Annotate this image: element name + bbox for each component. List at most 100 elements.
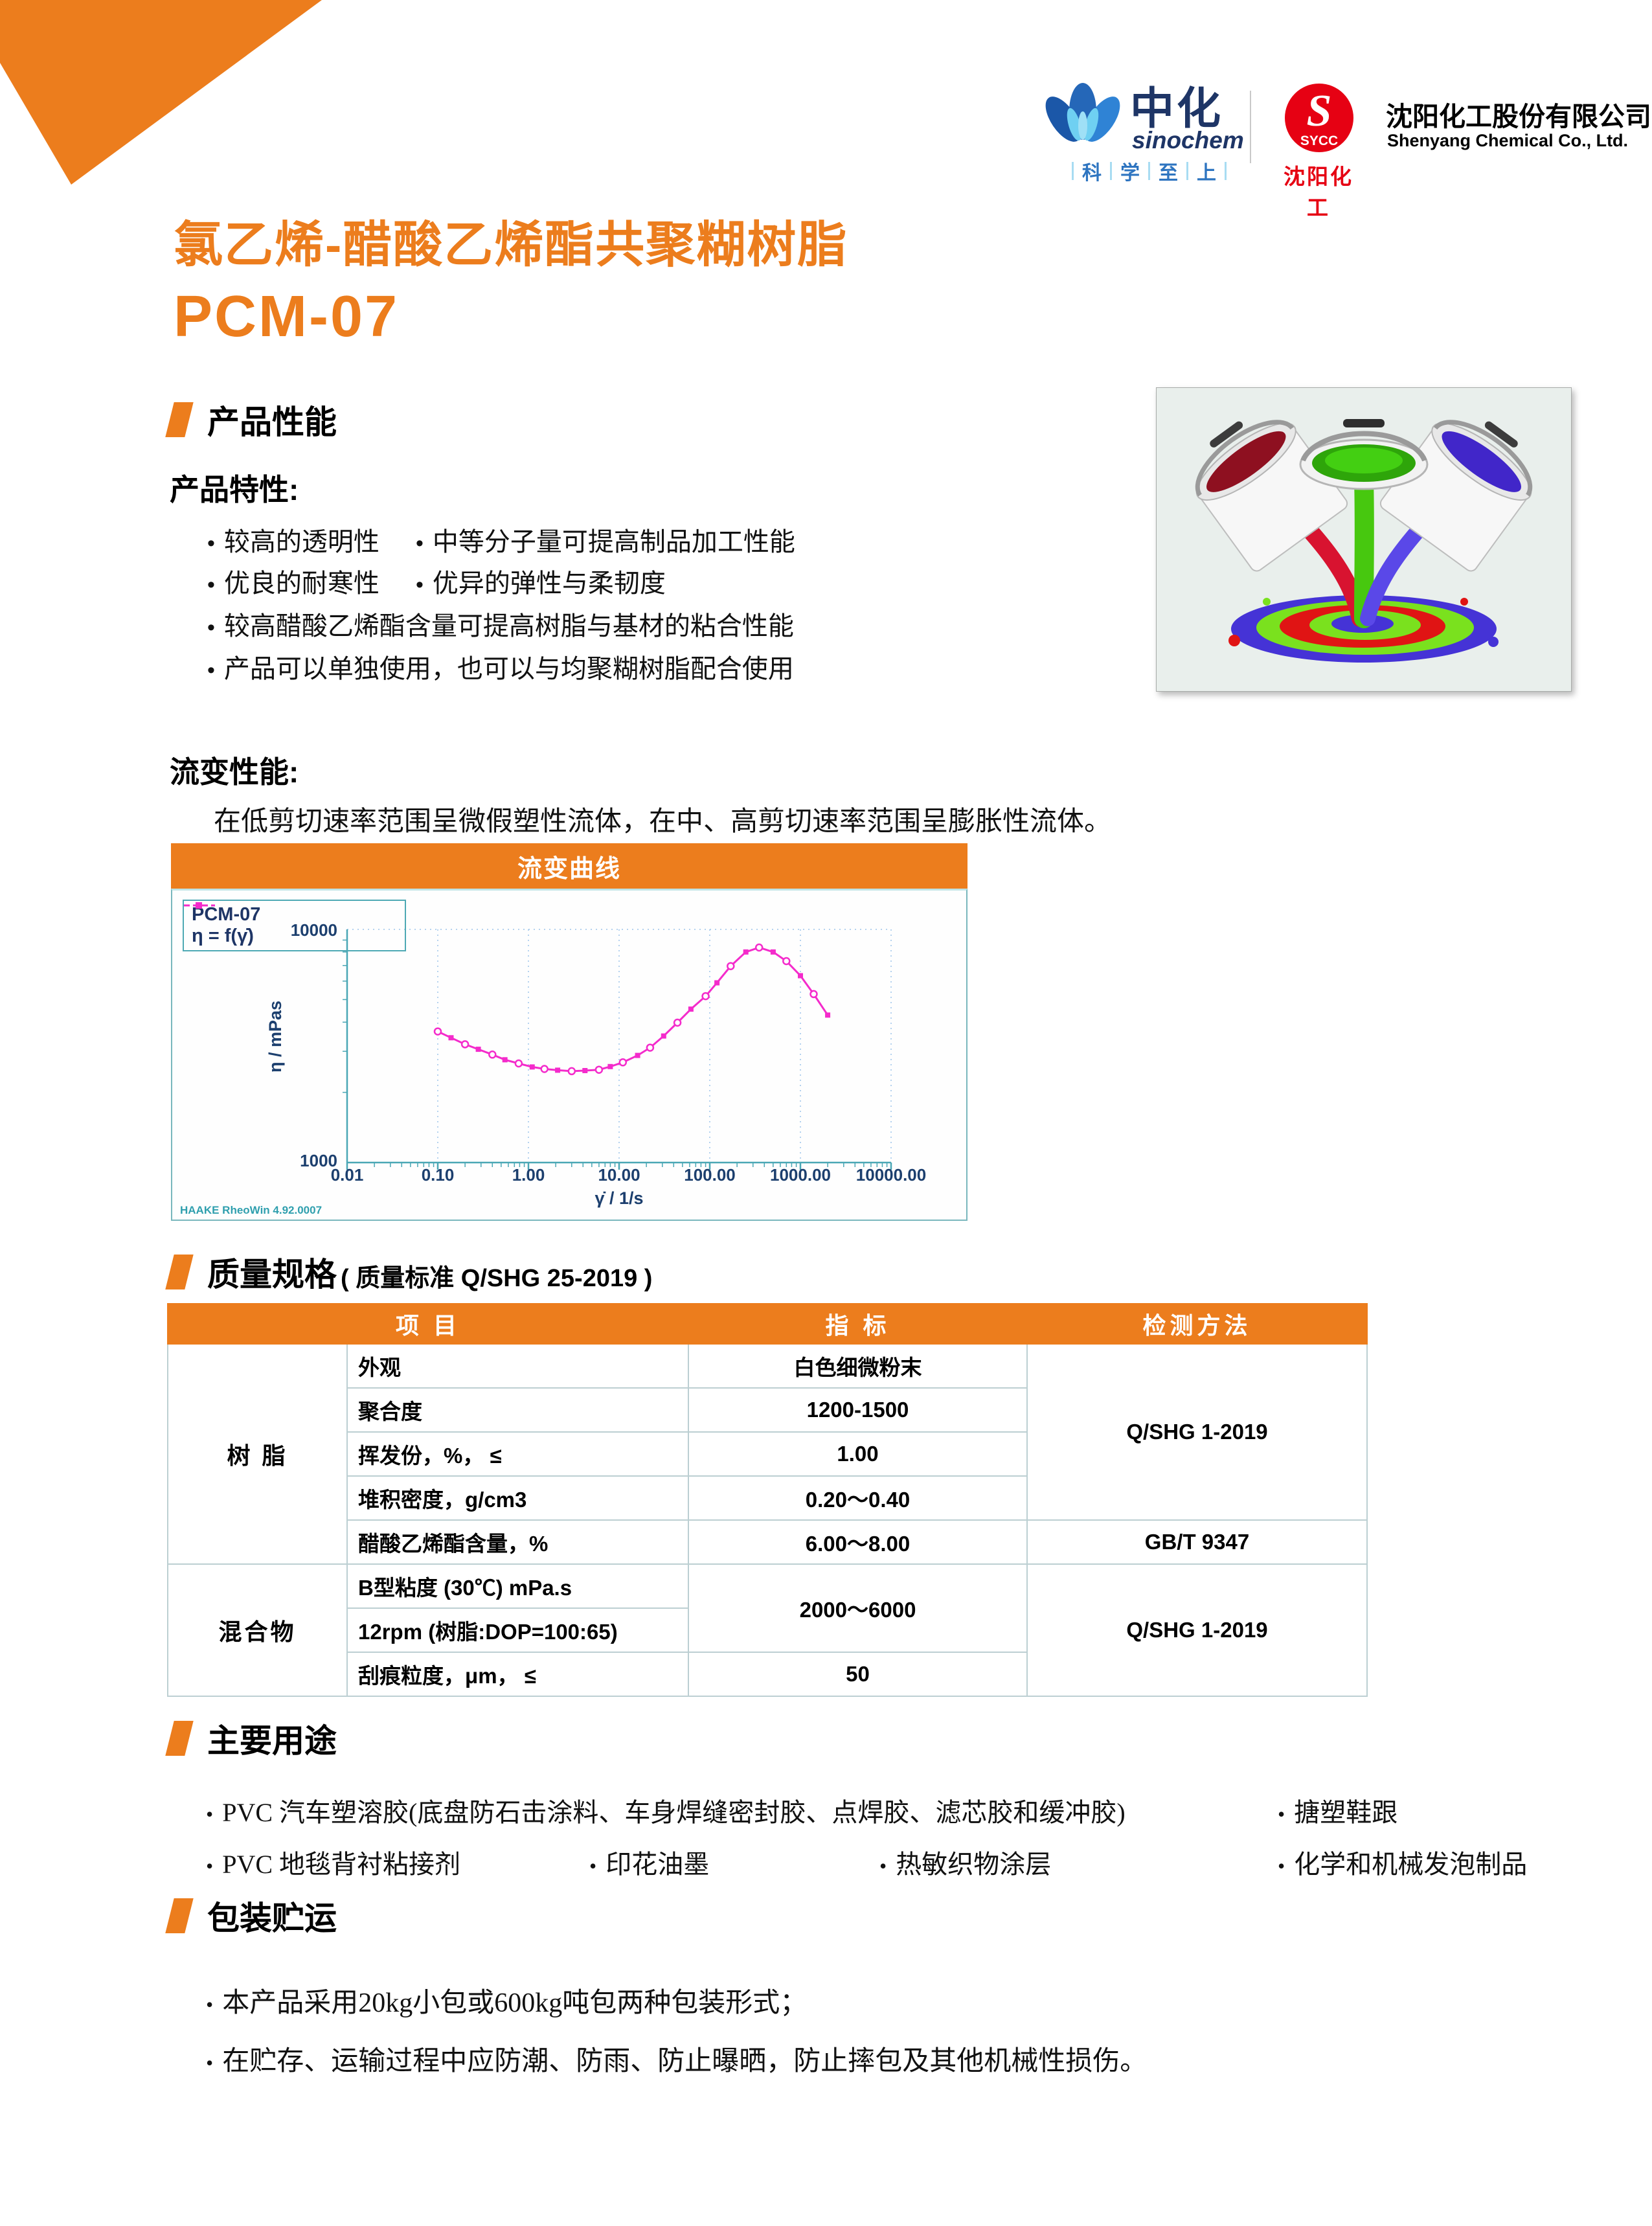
section-packaging: 包装贮运 (165, 1892, 337, 1939)
feature-item: 优异的弹性与柔韧度 (416, 562, 666, 600)
table-row: 醋酸乙烯酯含量，% 6.00～8.00 GB/T 9347 (168, 1519, 1368, 1565)
sycc-label-cn: 沈阳化工 (1284, 166, 1353, 220)
table-row: 挥发份，%， ≤ 1.00 (168, 1431, 1367, 1477)
sinochem-wordmark-cn: 中化 (1130, 84, 1224, 133)
paint-cans-illustration (1156, 387, 1572, 692)
section-quality-title: 质量规格 (207, 1256, 337, 1293)
tagline-char: 至 (1159, 163, 1178, 184)
legend-equation-row: η = f(γ̇) (184, 902, 397, 947)
spec-value: 1200-1500 (688, 1387, 1028, 1433)
section-quality: 质量规格 ( 质量标准 Q/SHG 25-2019 ) (165, 1249, 653, 1295)
spec-item: 堆积密度，g/cm3 (346, 1475, 690, 1521)
spec-item: 醋酸乙烯酯含量，% (346, 1519, 690, 1565)
use-item: PVC 汽车塑溶胶(底盘防石击涂料、车身焊缝密封胶、点焊胶、滤芯胶和缓冲胶) (206, 1791, 1125, 1829)
section-uses-title: 主要用途 (207, 1723, 337, 1759)
spec-item: 12rpm (树脂:DOP=100:65) (346, 1607, 690, 1653)
feature-item: 较高醋酸乙烯酯含量可提高树脂与基材的粘合性能 (207, 605, 794, 642)
sycc-logo-icon: S SYCC (1285, 84, 1353, 152)
legend-series-label: PCM-07 (192, 904, 261, 925)
section-marker (165, 1255, 194, 1289)
table-row: 树 脂 外观 白色细微粉末 Q/SHG 1-2019 (167, 1343, 1368, 1565)
sinochem-wordmark-en: sinochem (1132, 127, 1244, 153)
section-marker (165, 1721, 194, 1756)
chart-legend: PCM-07 η = f(γ̇) (183, 900, 406, 951)
chart-title-banner: 流变曲线 (171, 843, 967, 889)
tagline-char: 上 (1197, 163, 1216, 184)
packaging-item: 本产品采用20kg小包或600kg吨包两种包装形式； (206, 1981, 807, 2020)
rheology-heading: 流变性能: (170, 755, 299, 789)
section-marker (165, 1898, 194, 1933)
x-tick: 0.10 (421, 1165, 455, 1185)
spec-method: Q/SHG 1-2019 (1026, 1343, 1368, 1521)
company-name-cn: 沈阳化工股份有限公司 (1386, 102, 1651, 131)
feature-item: 产品可以单独使用，也可以与均聚糊树脂配合使用 (207, 648, 794, 685)
y-tick-10000: 10000 (290, 920, 337, 940)
spec-value: 0.20～0.40 (688, 1475, 1028, 1521)
section-uses: 主要用途 (165, 1715, 337, 1762)
spec-table: 项 目 指 标 检测方法 树 脂 外观 白色细微粉末 Q/SHG 1-2019 … (166, 1303, 1368, 1697)
x-tick: 10.00 (598, 1165, 640, 1185)
table-row: 12rpm (树脂:DOP=100:65) (168, 1607, 1367, 1653)
spec-value: 2000～6000 (688, 1563, 1028, 1653)
legend-equation: η = f(γ̇) (192, 926, 254, 946)
packaging-item: 在贮存、运输过程中应防潮、防雨、防止曝晒，防止摔包及其他机械性损伤。 (206, 2039, 1147, 2078)
spec-method: Q/SHG 1-2019 (1026, 1563, 1368, 1697)
use-item: 热敏织物涂层 (879, 1843, 1051, 1881)
x-tick: 100.00 (684, 1165, 736, 1185)
rheology-curve-plot (343, 929, 892, 1170)
paint-cans-drawing (1195, 419, 1533, 663)
sinochem-tagline: 科 学 至 上 (1072, 157, 1227, 185)
rheology-chart: 流变曲线 PCM-07 η = f(γ̇) 10000 1000 0.01 0.… (171, 843, 967, 1221)
tagline-char: 学 (1120, 163, 1140, 184)
product-title-line1: 氯乙烯-醋酸乙烯酯共聚糊树脂 (174, 218, 848, 273)
x-tick: 1000.00 (770, 1165, 831, 1185)
tagline-bar (1110, 162, 1112, 180)
chart-plot-area: PCM-07 η = f(γ̇) 10000 1000 0.01 0.10 1.… (171, 889, 967, 1221)
group-mixture: 混合物 (167, 1563, 348, 1697)
spec-method: GB/T 9347 (1026, 1519, 1368, 1565)
use-item: 印花油墨 (589, 1843, 709, 1881)
group-resin: 树 脂 (167, 1343, 348, 1565)
spec-header-row: 项 目 指 标 检测方法 (166, 1303, 1368, 1345)
spec-value: 白色细微粉末 (688, 1343, 1028, 1389)
legend-line-marker-icon (184, 902, 215, 909)
use-item: 化学和机械发泡制品 (1278, 1843, 1527, 1881)
use-item: 搪塑鞋跟 (1278, 1791, 1397, 1829)
table-row: 混合物 B型粘度 (30℃) mPa.s 2000～6000 Q/SHG 1-2… (167, 1563, 1368, 1697)
x-tick: 1.00 (512, 1165, 545, 1185)
x-tick: 0.01 (330, 1165, 364, 1185)
sinochem-lotus-icon (1045, 83, 1120, 142)
y-tick-1000: 1000 (300, 1151, 337, 1170)
corner-triangle-decoration (0, 0, 322, 185)
section-marker (165, 402, 194, 437)
tagline-bar (1148, 162, 1150, 180)
features-heading: 产品特性: (170, 473, 299, 506)
rheology-paragraph: 在低剪切速率范围呈微假塑性流体，在中、高剪切速率范围呈膨胀性流体。 (214, 807, 1112, 837)
spec-value: 6.00～8.00 (688, 1519, 1028, 1565)
spec-item: 挥发份，%， ≤ (346, 1431, 690, 1477)
spec-value: 1.00 (688, 1431, 1028, 1477)
table-row: 刮痕粒度，μm， ≤ 50 (168, 1652, 1367, 1697)
product-title-line2: PCM-07 (174, 284, 400, 349)
spec-item: B型粘度 (30℃) mPa.s (346, 1563, 690, 1609)
tagline-char: 科 (1082, 163, 1102, 184)
table-row: 堆积密度，g/cm3 0.20～0.40 (168, 1475, 1367, 1521)
y-axis-label: η / mPas (266, 1000, 286, 1073)
x-axis-label: γ̇ / 1/s (594, 1188, 644, 1208)
tagline-bar (1186, 162, 1188, 180)
table-row: 聚合度 1200-1500 (168, 1387, 1367, 1433)
chart-watermark: HAAKE RheoWin 4.92.0007 (180, 1204, 322, 1216)
feature-item: 较高的透明性 (207, 521, 379, 558)
company-name-en: Shenyang Chemical Co., Ltd. (1387, 131, 1629, 150)
section-performance: 产品性能 (165, 396, 337, 443)
feature-item: 优良的耐寒性 (207, 562, 379, 600)
svg-text:S: S (1307, 86, 1332, 136)
use-item: PVC 地毯背衬粘接剂 (206, 1843, 460, 1881)
section-quality-subtitle: ( 质量标准 Q/SHG 25-2019 ) (341, 1265, 653, 1292)
feature-item: 中等分子量可提高制品加工性能 (416, 521, 795, 558)
tagline-bar (1072, 162, 1074, 180)
section-packaging-title: 包装贮运 (207, 1900, 337, 1936)
col-header-method: 检测方法 (1026, 1303, 1368, 1345)
col-header-item: 项 目 (166, 1303, 690, 1345)
